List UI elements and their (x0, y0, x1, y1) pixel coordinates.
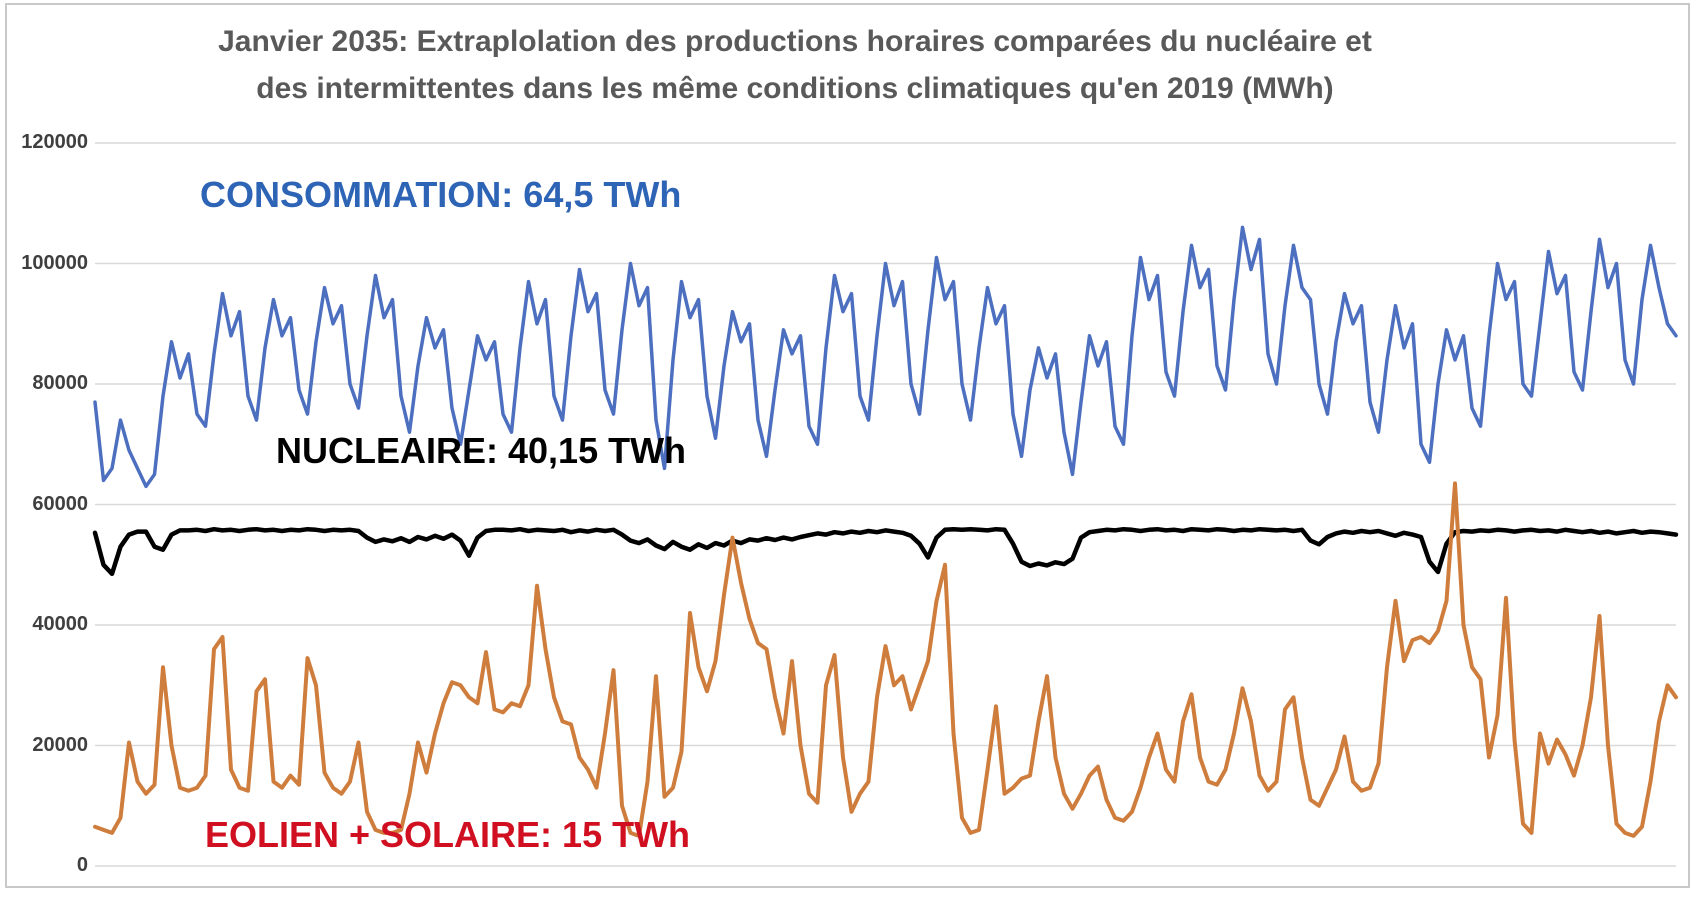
y-axis-label: 60000 (32, 492, 88, 515)
y-axis-label: 120000 (21, 131, 88, 153)
y-axis-label: 0 (76, 854, 88, 876)
series-line-nucl-aire (92, 526, 1679, 577)
annotation-eolien-solaire: EOLIEN + SOLAIRE: 15 TWh (205, 814, 691, 855)
y-axis-label: 80000 (32, 372, 88, 394)
y-axis-label: 20000 (32, 733, 88, 756)
y-axis-label: 100000 (21, 251, 88, 274)
annotation-consommation: CONSOMMATION: 64,5 TWh (200, 174, 682, 215)
series-line-eolien-solaire (93, 481, 1678, 838)
chart-title: Janvier 2035: Extraplolation des product… (0, 18, 1590, 112)
chart-title-line2: des intermittentes dans les même conditi… (256, 72, 1334, 105)
y-axis-label: 40000 (32, 613, 88, 635)
annotation-nucleaire: NUCLEAIRE: 40,15 TWh (276, 430, 687, 471)
chart-title-line1: Janvier 2035: Extraplolation des product… (218, 25, 1372, 58)
series-line-consommation (93, 225, 1678, 489)
